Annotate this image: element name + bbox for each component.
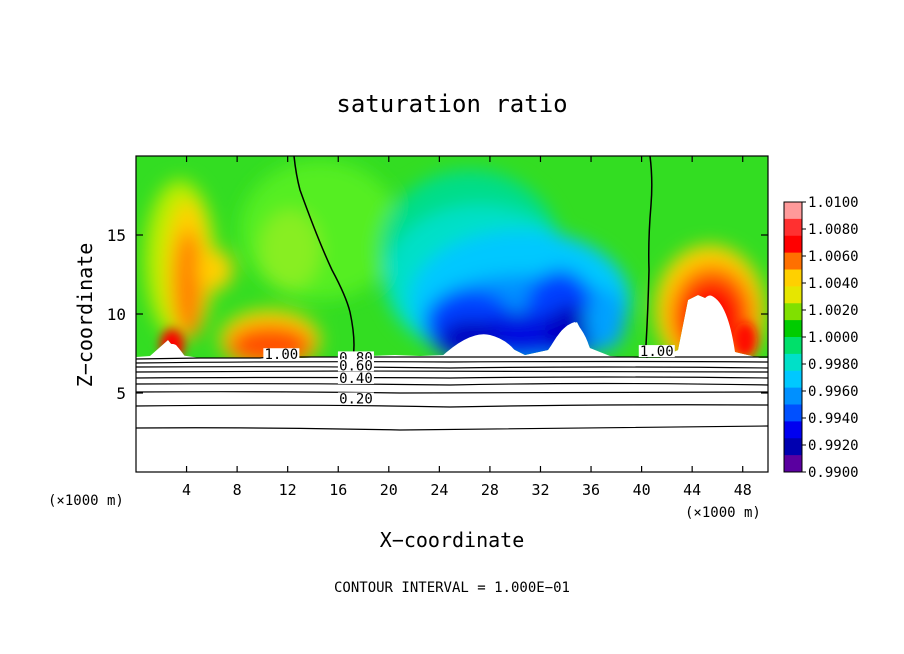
contour-label: 0.40 xyxy=(339,371,373,387)
contour-label-bg xyxy=(337,371,374,384)
contour-label: 1.00 xyxy=(640,344,674,360)
lower-contours xyxy=(135,356,769,431)
colorbar-swatch xyxy=(784,370,802,389)
colorbar-swatch xyxy=(784,286,802,304)
x-tick-label: 48 xyxy=(734,481,752,499)
colorbar-label: 1.0040 xyxy=(808,276,859,292)
colorbar-label: 1.0080 xyxy=(808,222,859,238)
y-axis: 5 10 15 xyxy=(107,226,768,403)
contour-label: 1.00 xyxy=(265,347,299,363)
colorbar-swatch xyxy=(784,353,802,372)
colorbar-label: 1.0020 xyxy=(808,303,859,319)
contour-label-bg xyxy=(638,345,675,358)
contour-line-left xyxy=(293,155,355,359)
contour-label-bg xyxy=(337,359,374,372)
contour-labels: 1.00 0.800.600.400.201.00 xyxy=(263,344,675,407)
x-tick-label: 24 xyxy=(430,481,448,499)
contour-label-bg xyxy=(263,348,300,361)
terrain-peak-mid xyxy=(545,322,592,358)
y-tick-label: 5 xyxy=(116,384,126,403)
x-tick-label: 16 xyxy=(329,481,347,499)
colorbar-label: 0.9920 xyxy=(808,438,859,454)
colorbar-label: 1.0000 xyxy=(808,330,859,346)
x-unit-right: (×1000 m) xyxy=(685,505,761,521)
colorbar: 1.0100 1.0080 1.0060 1.0040 1.0020 1.0000 0.99… xyxy=(783,195,859,481)
x-tick-label: 32 xyxy=(531,481,549,499)
colorbar-label: 1.0100 xyxy=(808,195,859,211)
x-tick-label: 44 xyxy=(683,481,701,499)
contour-interval-footer: CONTOUR INTERVAL = 1.000E−01 xyxy=(334,580,570,596)
x-tick-label: 36 xyxy=(582,481,600,499)
colorbar-swatch xyxy=(784,337,802,355)
contour-label-bg xyxy=(337,392,374,405)
x-tick-label: 40 xyxy=(633,481,651,499)
colorbar-swatch xyxy=(784,387,802,405)
saturation-field xyxy=(136,156,768,360)
x-unit-left: (×1000 m) xyxy=(48,493,124,509)
x-tick-label: 12 xyxy=(279,481,297,499)
contour-line-right xyxy=(645,155,653,359)
chart-title: saturation ratio xyxy=(336,90,567,118)
contour-label: 0.60 xyxy=(339,358,373,374)
colorbar-label: 0.9900 xyxy=(808,465,859,481)
colorbar-label: 0.9960 xyxy=(808,384,859,400)
colorbar-swatch xyxy=(784,438,802,456)
colorbar-label: 0.9940 xyxy=(808,411,859,427)
colorbar-swatch xyxy=(784,202,802,220)
colorbar-label: 1.0060 xyxy=(808,249,859,265)
colorbar-swatch xyxy=(784,269,802,287)
terrain-peak-right xyxy=(680,295,752,358)
x-tick-label: 4 xyxy=(182,481,191,499)
terrain-bump xyxy=(440,334,520,358)
x-axis-label: X−coordinate xyxy=(380,528,525,552)
terrain-bump-left xyxy=(155,343,186,358)
colorbar-swatch xyxy=(784,235,802,254)
colorbar-swatch xyxy=(784,455,802,473)
colorbar-swatch xyxy=(784,404,802,422)
y-tick-label: 15 xyxy=(107,226,126,245)
x-axis: 4 8 12 16 20 24 28 32 36 40 44 48 xyxy=(182,156,752,499)
colorbar-swatch xyxy=(784,218,802,237)
colorbar-swatch xyxy=(784,421,802,439)
colorbar-label: 0.9980 xyxy=(808,357,859,373)
colorbar-swatch xyxy=(784,252,802,270)
x-tick-label: 8 xyxy=(233,481,242,499)
x-tick-label: 28 xyxy=(481,481,499,499)
colorbar-swatch xyxy=(784,303,802,321)
colorbar-swatch xyxy=(784,320,802,338)
x-tick-label: 20 xyxy=(380,481,398,499)
contour-label: 0.20 xyxy=(339,391,373,407)
y-axis-label: Z−coordinate xyxy=(73,243,97,388)
y-tick-label: 10 xyxy=(107,305,126,324)
lower-region xyxy=(136,358,768,472)
